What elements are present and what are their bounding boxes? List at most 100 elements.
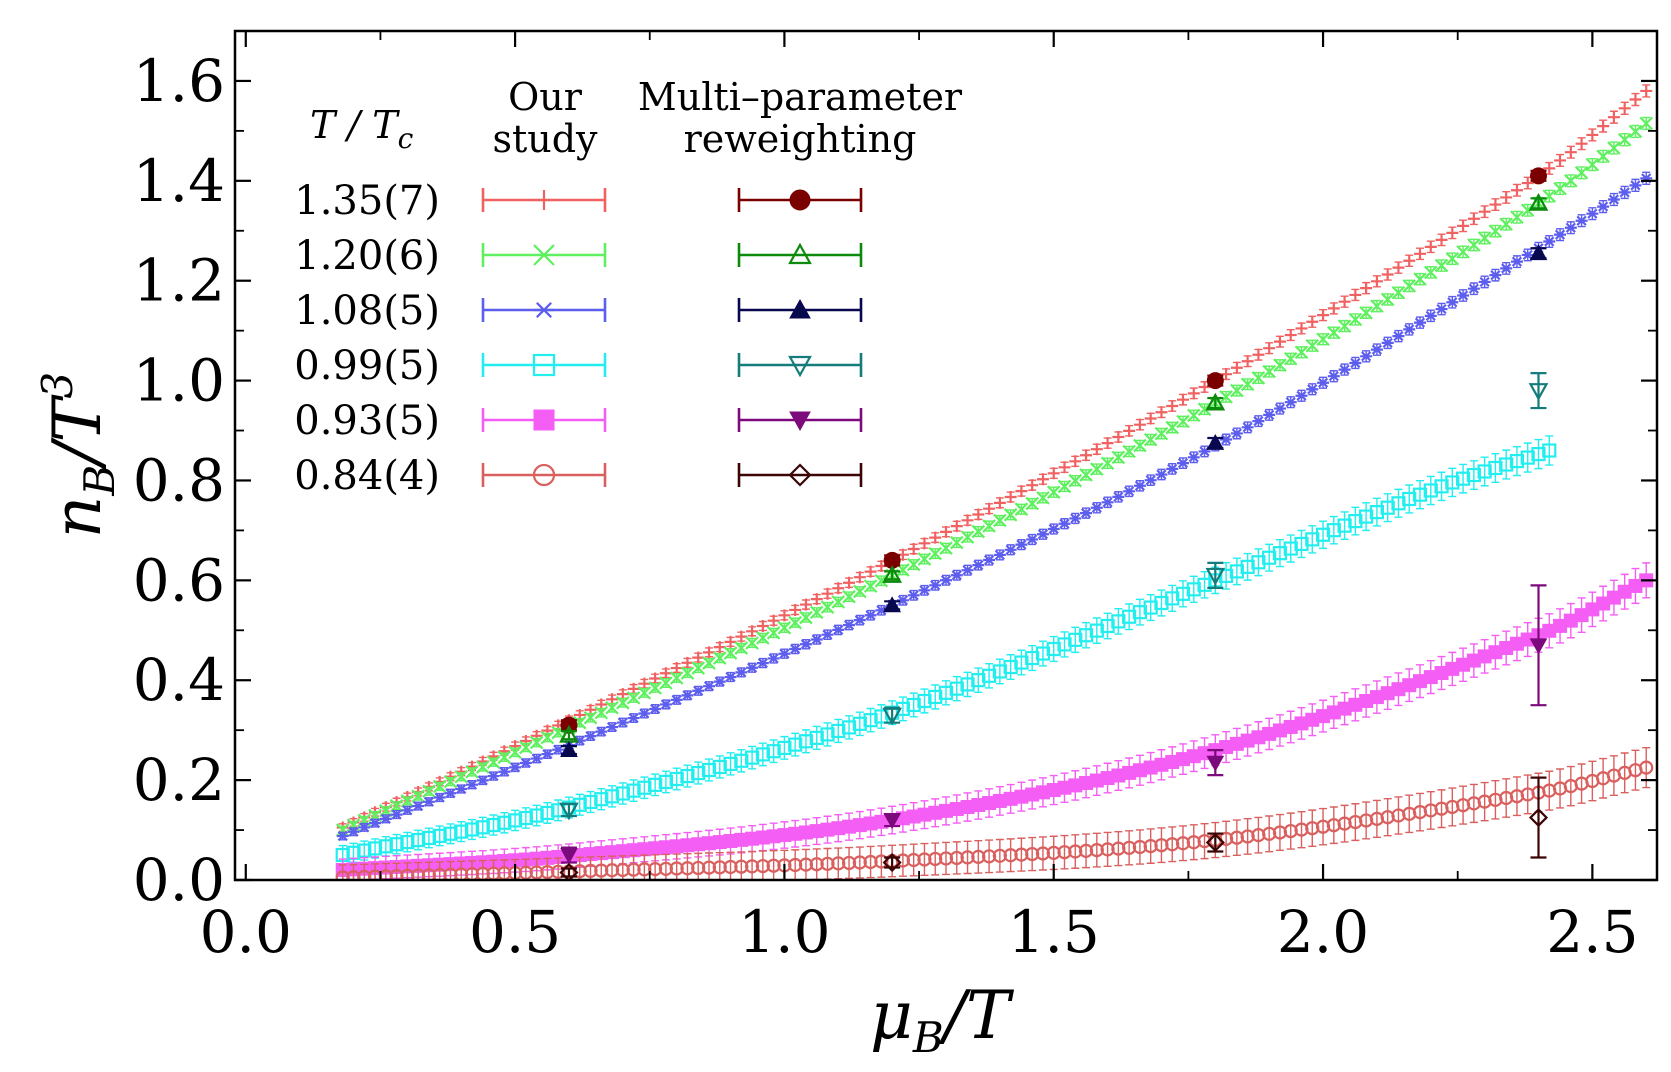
ours-point — [454, 769, 469, 784]
ours-errorbar — [963, 671, 972, 698]
ours-point — [1337, 518, 1352, 533]
ours-point — [1155, 406, 1168, 419]
ours-point — [1165, 420, 1180, 435]
ours-errorbar — [823, 847, 832, 880]
ours-errorbar — [1599, 757, 1608, 799]
ours-point — [972, 560, 985, 571]
ours-errorbar — [758, 850, 767, 880]
ours-errorbar — [801, 848, 810, 880]
ours-errorbar — [726, 752, 735, 776]
ours-errorbar — [1179, 825, 1187, 862]
ours-point — [712, 759, 727, 775]
ours-errorbar — [1534, 438, 1543, 470]
ours-point — [1186, 408, 1201, 423]
ours-errorbar — [737, 748, 746, 773]
reweighting-point — [1529, 638, 1548, 655]
ours-point — [960, 850, 975, 865]
ours-point — [701, 762, 717, 778]
y-tick-label: 0.4 — [133, 646, 225, 714]
ours-point — [347, 826, 360, 837]
ours-point — [766, 626, 781, 640]
ours-errorbar — [1297, 810, 1306, 849]
ours-errorbar — [1275, 539, 1284, 568]
ours-point — [820, 600, 835, 614]
ours-point — [1392, 331, 1405, 342]
ours-point — [1618, 102, 1631, 115]
ours-point — [691, 661, 706, 675]
ours-point — [518, 810, 533, 826]
ours-errorbar — [1469, 783, 1478, 824]
ours-errorbar — [769, 739, 778, 764]
ours-point — [1294, 536, 1309, 552]
ours-point — [1477, 464, 1492, 479]
ours-point — [669, 671, 684, 685]
ours-point — [648, 862, 663, 877]
ours-point — [486, 755, 501, 769]
ours-errorbar — [586, 790, 595, 814]
ours-point — [1327, 371, 1340, 382]
legend-ours-marker — [533, 244, 555, 266]
ours-point — [519, 740, 533, 755]
ours-point — [1262, 364, 1276, 379]
ours-errorbar — [500, 859, 509, 880]
ours-point — [1035, 846, 1051, 861]
ours-point — [1283, 541, 1298, 556]
ours-errorbar — [1308, 809, 1317, 847]
ours-errorbar — [371, 863, 380, 880]
ours-errorbar — [478, 859, 487, 880]
ours-point — [1316, 332, 1330, 347]
reweighting-point — [1205, 832, 1225, 853]
ours-point — [1500, 191, 1513, 204]
ours-point — [939, 541, 953, 555]
reweighting-point — [1530, 167, 1547, 185]
legend-ours-marker — [534, 302, 554, 318]
ours-point — [1078, 843, 1094, 858]
ours-errorbar — [855, 711, 864, 737]
ours-point — [1434, 479, 1449, 494]
reweighting-point — [883, 813, 901, 830]
ours-errorbar — [758, 742, 767, 767]
series-reweighting-0.93(5) — [560, 584, 1548, 865]
ours-point — [1349, 288, 1362, 301]
ours-point — [1423, 265, 1438, 280]
ours-errorbar — [1060, 834, 1069, 870]
ours-point — [1327, 302, 1340, 315]
ticks-layer: 0.0 0.5 1.0 1.5 2.0 2.5 0.0 0.2 0.4 0.6 0.8 1.0 1.2 1… — [133, 31, 1657, 966]
ours-point — [809, 730, 824, 745]
ours-point — [756, 619, 769, 632]
ours-point — [971, 673, 986, 688]
ours-point — [1187, 452, 1200, 463]
ours-point — [917, 693, 932, 709]
ours-point — [1639, 116, 1654, 131]
ours-point — [1252, 416, 1265, 427]
ours-point — [1080, 449, 1093, 462]
ours-errorbar — [877, 704, 886, 729]
ours-errorbar — [1135, 598, 1144, 626]
ours-point — [1402, 491, 1417, 507]
ours-point — [993, 549, 1006, 561]
ours-point — [1133, 480, 1146, 491]
ours-point — [949, 535, 964, 550]
ours-point — [1414, 317, 1426, 328]
ours-errorbar — [1437, 471, 1446, 502]
ours-point — [1369, 505, 1385, 520]
ours-point — [756, 657, 769, 669]
ours-errorbar — [1351, 506, 1360, 536]
ours-errorbar — [931, 842, 940, 876]
reweighting-errorbar — [1530, 371, 1547, 410]
ours-point — [1122, 840, 1137, 855]
ours-errorbar — [1362, 801, 1371, 840]
ours-point — [1111, 450, 1126, 465]
ours-point — [1068, 632, 1083, 647]
ours-point — [1337, 319, 1352, 333]
ours-point — [1640, 84, 1653, 97]
ours-point — [1176, 414, 1190, 429]
ours-errorbar — [1459, 463, 1468, 494]
ours-point — [821, 587, 834, 600]
ours-errorbar — [1394, 796, 1403, 835]
ours-point — [1101, 437, 1114, 450]
ours-errorbar — [1038, 640, 1047, 667]
ours-point — [1241, 422, 1254, 433]
ours-errorbar — [1254, 548, 1263, 577]
ours-point — [1607, 194, 1620, 205]
